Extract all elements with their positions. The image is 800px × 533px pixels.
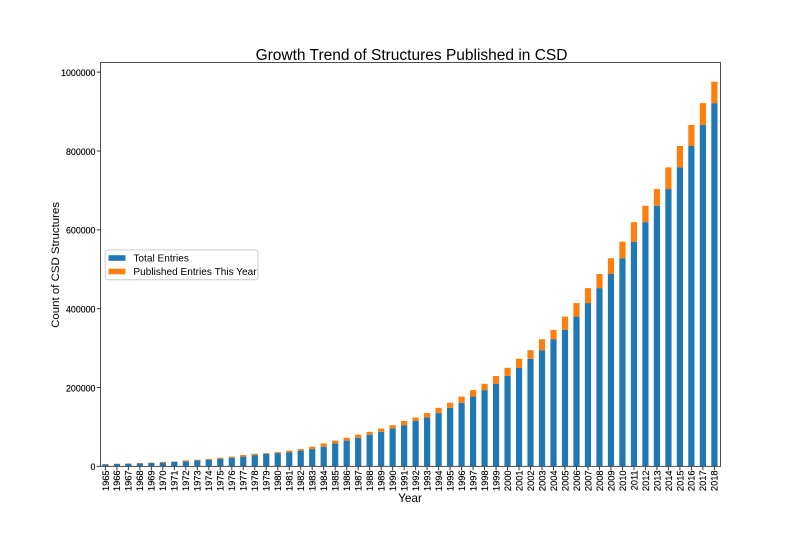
svg-text:1989: 1989 — [377, 470, 387, 491]
svg-text:2014: 2014 — [664, 470, 674, 491]
svg-text:2001: 2001 — [514, 470, 524, 491]
svg-text:2015: 2015 — [675, 470, 685, 491]
svg-text:200000: 200000 — [66, 383, 95, 393]
svg-text:1984: 1984 — [319, 470, 329, 491]
svg-text:1975: 1975 — [216, 470, 226, 491]
svg-text:2009: 2009 — [606, 470, 616, 491]
svg-text:1974: 1974 — [204, 470, 214, 491]
svg-text:Total Entries: Total Entries — [133, 254, 189, 265]
svg-text:1976: 1976 — [227, 470, 237, 491]
svg-text:0: 0 — [90, 462, 95, 472]
svg-text:1987: 1987 — [354, 470, 364, 491]
svg-text:1999: 1999 — [491, 470, 501, 491]
svg-text:1988: 1988 — [365, 470, 375, 491]
svg-text:1993: 1993 — [422, 470, 432, 491]
svg-text:1980: 1980 — [273, 470, 283, 491]
svg-text:1985: 1985 — [331, 470, 341, 491]
svg-text:1968: 1968 — [135, 470, 145, 491]
svg-text:1991: 1991 — [399, 470, 409, 491]
svg-text:1994: 1994 — [434, 470, 444, 491]
svg-text:1966: 1966 — [112, 470, 122, 491]
svg-text:2010: 2010 — [618, 470, 628, 491]
svg-text:1979: 1979 — [262, 470, 272, 491]
svg-text:1970: 1970 — [158, 470, 168, 491]
svg-text:2003: 2003 — [537, 470, 547, 491]
svg-text:Growth Trend of Structures Pub: Growth Trend of Structures Published in … — [256, 47, 568, 64]
svg-text:1969: 1969 — [147, 470, 157, 491]
svg-text:Published Entries This Year: Published Entries This Year — [133, 267, 257, 278]
svg-text:2013: 2013 — [652, 470, 662, 491]
svg-text:2018: 2018 — [710, 470, 720, 491]
svg-text:2004: 2004 — [549, 470, 559, 491]
svg-text:1986: 1986 — [342, 470, 352, 491]
svg-text:2000: 2000 — [503, 470, 513, 491]
svg-text:1981: 1981 — [285, 470, 295, 491]
svg-text:1992: 1992 — [411, 470, 421, 491]
svg-text:1978: 1978 — [250, 470, 260, 491]
svg-text:400000: 400000 — [66, 305, 95, 315]
svg-text:2005: 2005 — [560, 470, 570, 491]
svg-text:1971: 1971 — [170, 470, 180, 491]
svg-text:1982: 1982 — [296, 470, 306, 491]
svg-text:1998: 1998 — [480, 470, 490, 491]
svg-text:1965: 1965 — [101, 470, 111, 491]
svg-text:Count of CSD Structures: Count of CSD Structures — [50, 202, 62, 328]
svg-text:2012: 2012 — [641, 470, 651, 491]
svg-text:1973: 1973 — [193, 470, 203, 491]
svg-text:1967: 1967 — [124, 470, 134, 491]
svg-text:2007: 2007 — [583, 470, 593, 491]
svg-text:1990: 1990 — [388, 470, 398, 491]
svg-text:2016: 2016 — [687, 470, 697, 491]
svg-text:2011: 2011 — [629, 470, 639, 490]
svg-text:1983: 1983 — [308, 470, 318, 491]
svg-text:Year: Year — [398, 491, 422, 505]
svg-text:800000: 800000 — [66, 147, 95, 157]
svg-text:600000: 600000 — [66, 226, 95, 236]
svg-text:1997: 1997 — [468, 470, 478, 491]
svg-text:1000000: 1000000 — [61, 68, 95, 78]
svg-text:1972: 1972 — [181, 470, 191, 491]
svg-text:1977: 1977 — [239, 470, 249, 491]
svg-text:2017: 2017 — [698, 470, 708, 491]
svg-text:1995: 1995 — [445, 470, 455, 491]
svg-text:2008: 2008 — [595, 470, 605, 491]
svg-text:1996: 1996 — [457, 470, 467, 491]
svg-text:2006: 2006 — [572, 470, 582, 491]
svg-text:2002: 2002 — [526, 470, 536, 491]
